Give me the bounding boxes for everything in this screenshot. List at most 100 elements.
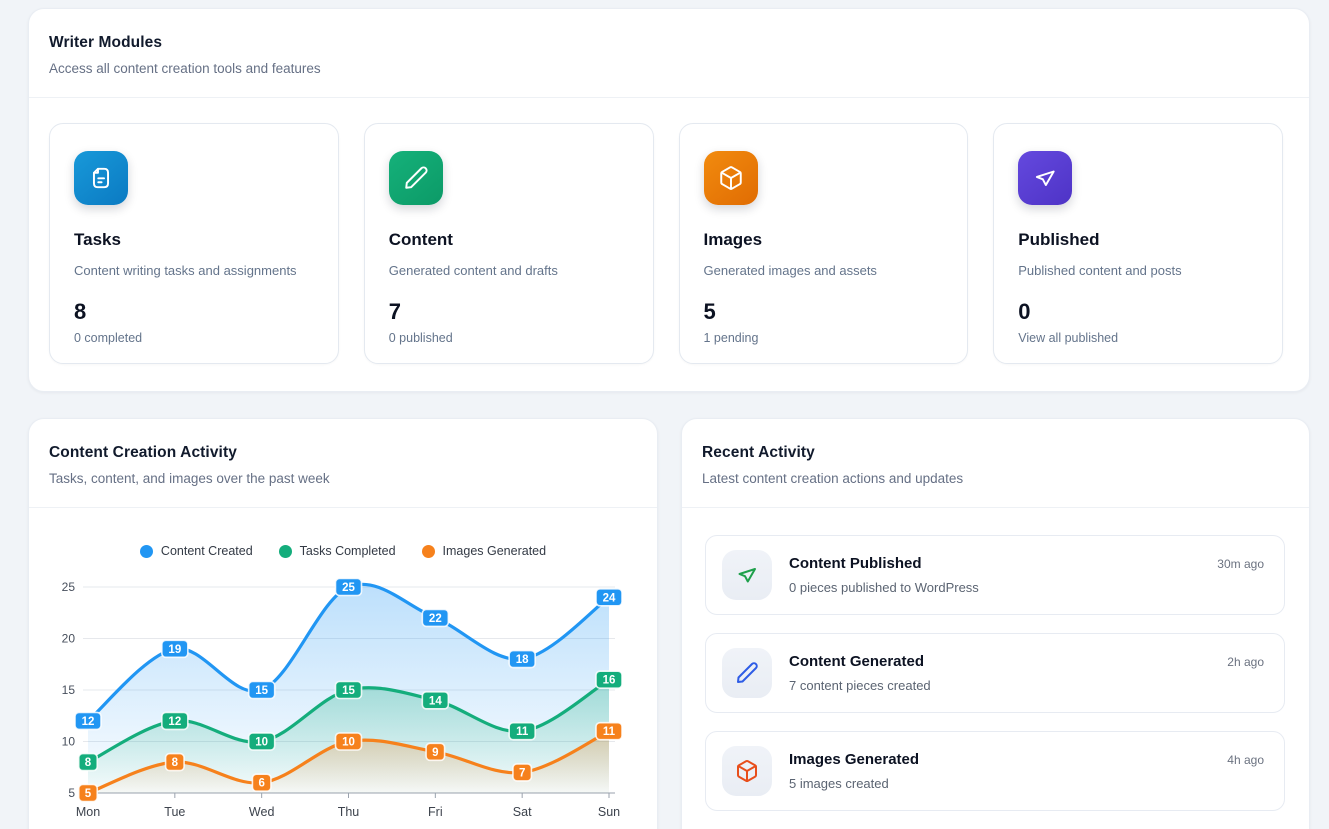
activity-title: Content Published [789,555,922,572]
cube-icon [719,166,742,190]
module-title: Images [703,230,763,249]
legend-item-content-created[interactable]: Content Created [139,544,253,558]
module-cards-row: Tasks Content writing tasks and assignme… [29,98,1309,391]
svg-text:20: 20 [62,632,76,646]
svg-text:25: 25 [342,582,355,594]
svg-text:10: 10 [255,737,268,749]
legend-dot-blue [139,544,153,558]
activity-timestamp: 4h ago [1227,753,1264,767]
chart-subtitle: Tasks, content, and images over the past… [49,471,330,486]
svg-text:15: 15 [62,683,76,697]
svg-text:9: 9 [432,747,438,759]
recent-panel-header: Recent Activity Latest content creation … [682,419,1309,508]
svg-text:Mon: Mon [76,805,100,819]
svg-text:Wed: Wed [249,805,275,819]
svg-text:Sun: Sun [598,805,620,819]
module-title: Tasks [74,230,121,249]
module-caption: 0 published [388,331,453,345]
content-activity-panel: Content Creation Activity Tasks, content… [28,418,658,829]
svg-text:10: 10 [342,737,355,749]
page-subtitle: Access all content creation tools and fe… [49,61,321,76]
content-icon-badge [388,151,443,205]
file-icon [92,167,110,189]
module-card-published[interactable]: Published Published content and posts 0 … [993,123,1283,364]
svg-text:11: 11 [603,726,616,738]
legend-item-images-generated[interactable]: Images Generated [421,544,546,558]
activity-description: 5 images created [789,776,889,791]
legend-label: Content Created [160,544,253,558]
chart-legend: Content Created Tasks Completed Images G… [29,544,657,558]
svg-text:12: 12 [168,716,181,728]
activity-icon-badge [722,746,772,796]
module-description: Generated content and drafts [388,263,558,278]
module-card-tasks[interactable]: Tasks Content writing tasks and assignme… [49,123,339,364]
recent-subtitle: Latest content creation actions and upda… [702,471,964,486]
legend-dot-green [278,544,292,558]
svg-text:7: 7 [519,767,525,779]
activity-icon-badge [722,550,772,600]
legend-dot-orange [421,544,435,558]
svg-text:18: 18 [516,654,529,666]
activity-list: Content Published 0 pieces published to … [682,508,1309,811]
pencil-icon [737,662,758,683]
svg-text:Tue: Tue [164,805,185,819]
activity-item-content-generated[interactable]: Content Generated 7 content pieces creat… [705,633,1285,713]
module-count: 7 [388,299,401,324]
cube-icon [737,760,757,783]
svg-text:5: 5 [85,788,92,800]
module-caption: 1 pending [703,331,759,345]
svg-text:Thu: Thu [338,805,360,819]
module-count: 0 [1018,299,1031,324]
send-icon [738,568,756,583]
svg-text:Sat: Sat [513,805,532,819]
module-card-content[interactable]: Content Generated content and drafts 7 0… [363,123,654,364]
module-caption: 0 completed [74,331,143,345]
module-description: Generated images and assets [703,263,877,278]
tasks-icon-badge [74,151,128,205]
module-title: Content [388,230,453,249]
recent-title: Recent Activity [702,444,815,461]
svg-text:24: 24 [603,592,616,604]
module-title: Published [1018,230,1100,249]
svg-text:8: 8 [172,757,179,769]
svg-text:11: 11 [516,726,529,738]
svg-text:8: 8 [85,757,92,769]
legend-label: Tasks Completed [299,544,396,558]
svg-text:15: 15 [255,685,268,697]
page-title: Writer Modules [49,34,163,51]
svg-text:10: 10 [62,735,76,749]
svg-text:25: 25 [62,580,76,594]
svg-text:14: 14 [429,695,442,707]
svg-text:6: 6 [258,778,264,790]
legend-item-tasks-completed[interactable]: Tasks Completed [278,544,396,558]
activity-timestamp: 2h ago [1227,655,1264,669]
activity-title: Images Generated [789,751,920,768]
svg-text:16: 16 [603,675,616,687]
recent-activity-panel: Recent Activity Latest content creation … [681,418,1310,829]
svg-text:22: 22 [429,613,442,625]
svg-text:12: 12 [82,716,95,728]
activity-description: 7 content pieces created [789,678,931,693]
line-chart: 5 10 15 20 25 Mon Tue Wed Thu Fri Sat Sun 12 19 15 25 22… [62,577,623,819]
pencil-icon [405,166,428,189]
activity-timestamp: 30m ago [1217,557,1264,571]
activity-item-content-published[interactable]: Content Published 0 pieces published to … [705,535,1285,615]
module-card-images[interactable]: Images Generated images and assets 5 1 p… [678,123,969,364]
published-icon-badge [1018,151,1073,205]
activity-description: 0 pieces published to WordPress [789,580,979,595]
send-icon [1036,170,1055,187]
writer-modules-header: Writer Modules Access all content creati… [29,9,1309,98]
module-count: 5 [703,299,716,324]
svg-text:15: 15 [342,685,355,697]
svg-text:19: 19 [168,644,181,656]
images-icon-badge [703,151,758,205]
chart-panel-header: Content Creation Activity Tasks, content… [29,419,657,508]
svg-text:5: 5 [68,786,75,800]
module-caption[interactable]: View all published [1018,331,1119,345]
module-description: Published content and posts [1018,263,1182,278]
activity-item-images-generated[interactable]: Images Generated 5 images created 4h ago [705,731,1285,811]
module-description: Content writing tasks and assignments [74,263,297,278]
activity-icon-badge [722,648,772,698]
writer-modules-panel: Writer Modules Access all content creati… [28,8,1310,392]
